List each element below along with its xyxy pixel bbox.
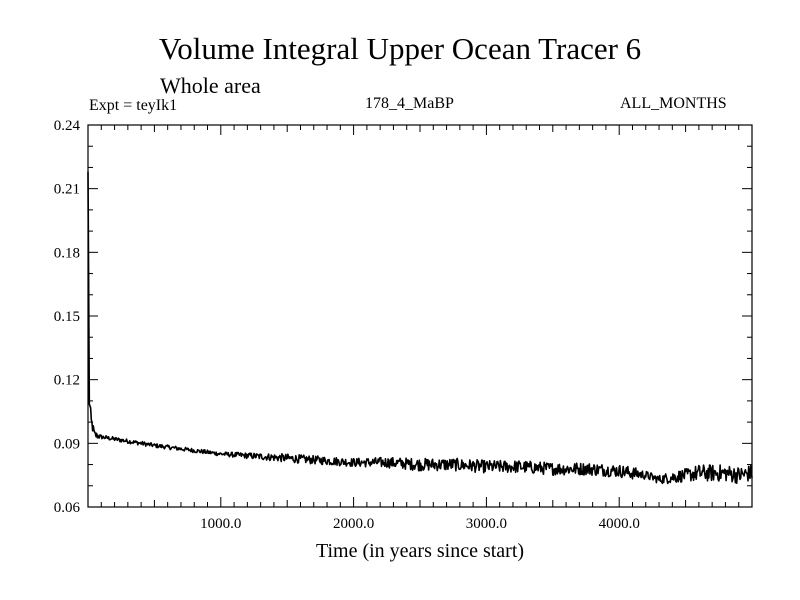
y-tick-label: 0.21 (54, 182, 80, 198)
chart-subtitle: Whole area (160, 73, 261, 98)
experiment-label: Expt = teyIk1 (89, 97, 178, 114)
x-tick-label: 3000.0 (466, 516, 507, 532)
y-tick-label: 0.24 (54, 118, 81, 134)
y-tick-label: 0.06 (54, 500, 81, 516)
chart-title: Volume Integral Upper Ocean Tracer 6 (158, 31, 642, 66)
x-axis-label: Time (in years since start) (316, 540, 524, 562)
y-tick-label: 0.15 (54, 309, 80, 325)
months-label: ALL_MONTHS (620, 95, 727, 112)
x-tick-label: 2000.0 (333, 516, 374, 532)
run-label: 178_4_MaBP (365, 95, 454, 112)
y-tick-label: 0.12 (54, 373, 80, 389)
y-tick-label: 0.18 (54, 245, 80, 261)
y-tick-labels: 0.06 0.09 0.12 0.15 0.18 0.21 0.24 (54, 118, 81, 516)
x-tick-label: 1000.0 (200, 516, 241, 532)
series-line (87, 171, 753, 485)
y-tick-label: 0.09 (54, 436, 80, 452)
x-tick-labels: 1000.0 2000.0 3000.0 4000.0 (200, 516, 640, 532)
x-tick-label: 4000.0 (599, 516, 640, 532)
